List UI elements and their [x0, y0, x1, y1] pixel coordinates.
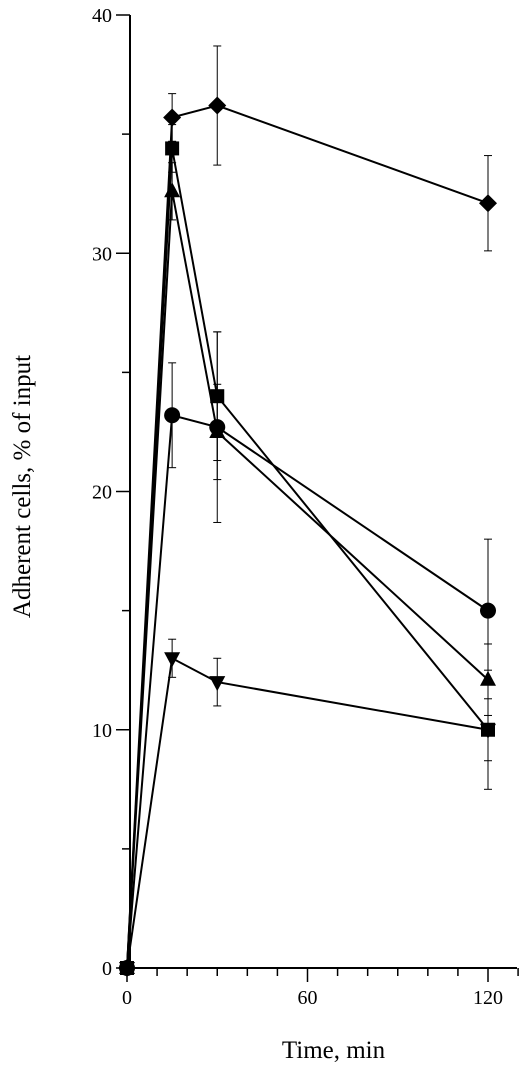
series-line-circle: [126, 413, 489, 969]
x-tick-label: 60: [298, 987, 318, 1009]
y-tick-label: 30: [92, 243, 112, 265]
series-layer: [118, 45, 497, 977]
data-point-circle: [480, 602, 496, 619]
y-axis-label: Adherent cells, % of input: [9, 355, 36, 618]
data-point-diamond: [163, 108, 182, 127]
data-point-triangle-down: [119, 962, 135, 977]
axes: 0 10 20 30 40 0 60 120: [92, 5, 519, 1009]
data-point-diamond: [208, 96, 227, 115]
series-triangle-up: [119, 162, 496, 974]
x-axis-label: Time, min: [282, 1037, 386, 1064]
data-point-triangle-up: [164, 182, 181, 198]
data-point-diamond: [479, 194, 497, 213]
y-tick-label: 0: [102, 958, 112, 980]
series-line-triangle-up: [126, 191, 489, 969]
data-point-triangle-down: [480, 723, 496, 739]
data-point-triangle-down: [209, 676, 226, 692]
y-tick-label: 40: [92, 5, 112, 27]
data-point-square: [165, 141, 180, 156]
series-square: [120, 124, 495, 975]
y-tick-label: 10: [92, 720, 112, 742]
series-triangle-down: [119, 638, 496, 977]
data-point-circle: [209, 419, 226, 436]
series-diamond: [118, 45, 497, 977]
y-tick-label: 20: [92, 482, 112, 504]
series-line-square: [126, 148, 489, 969]
x-tick-label: 0: [122, 987, 132, 1009]
series-line-triangle-down: [126, 656, 489, 969]
data-point-circle: [164, 407, 181, 424]
data-point-triangle-down: [164, 652, 181, 668]
x-tick-label: 120: [473, 987, 503, 1009]
